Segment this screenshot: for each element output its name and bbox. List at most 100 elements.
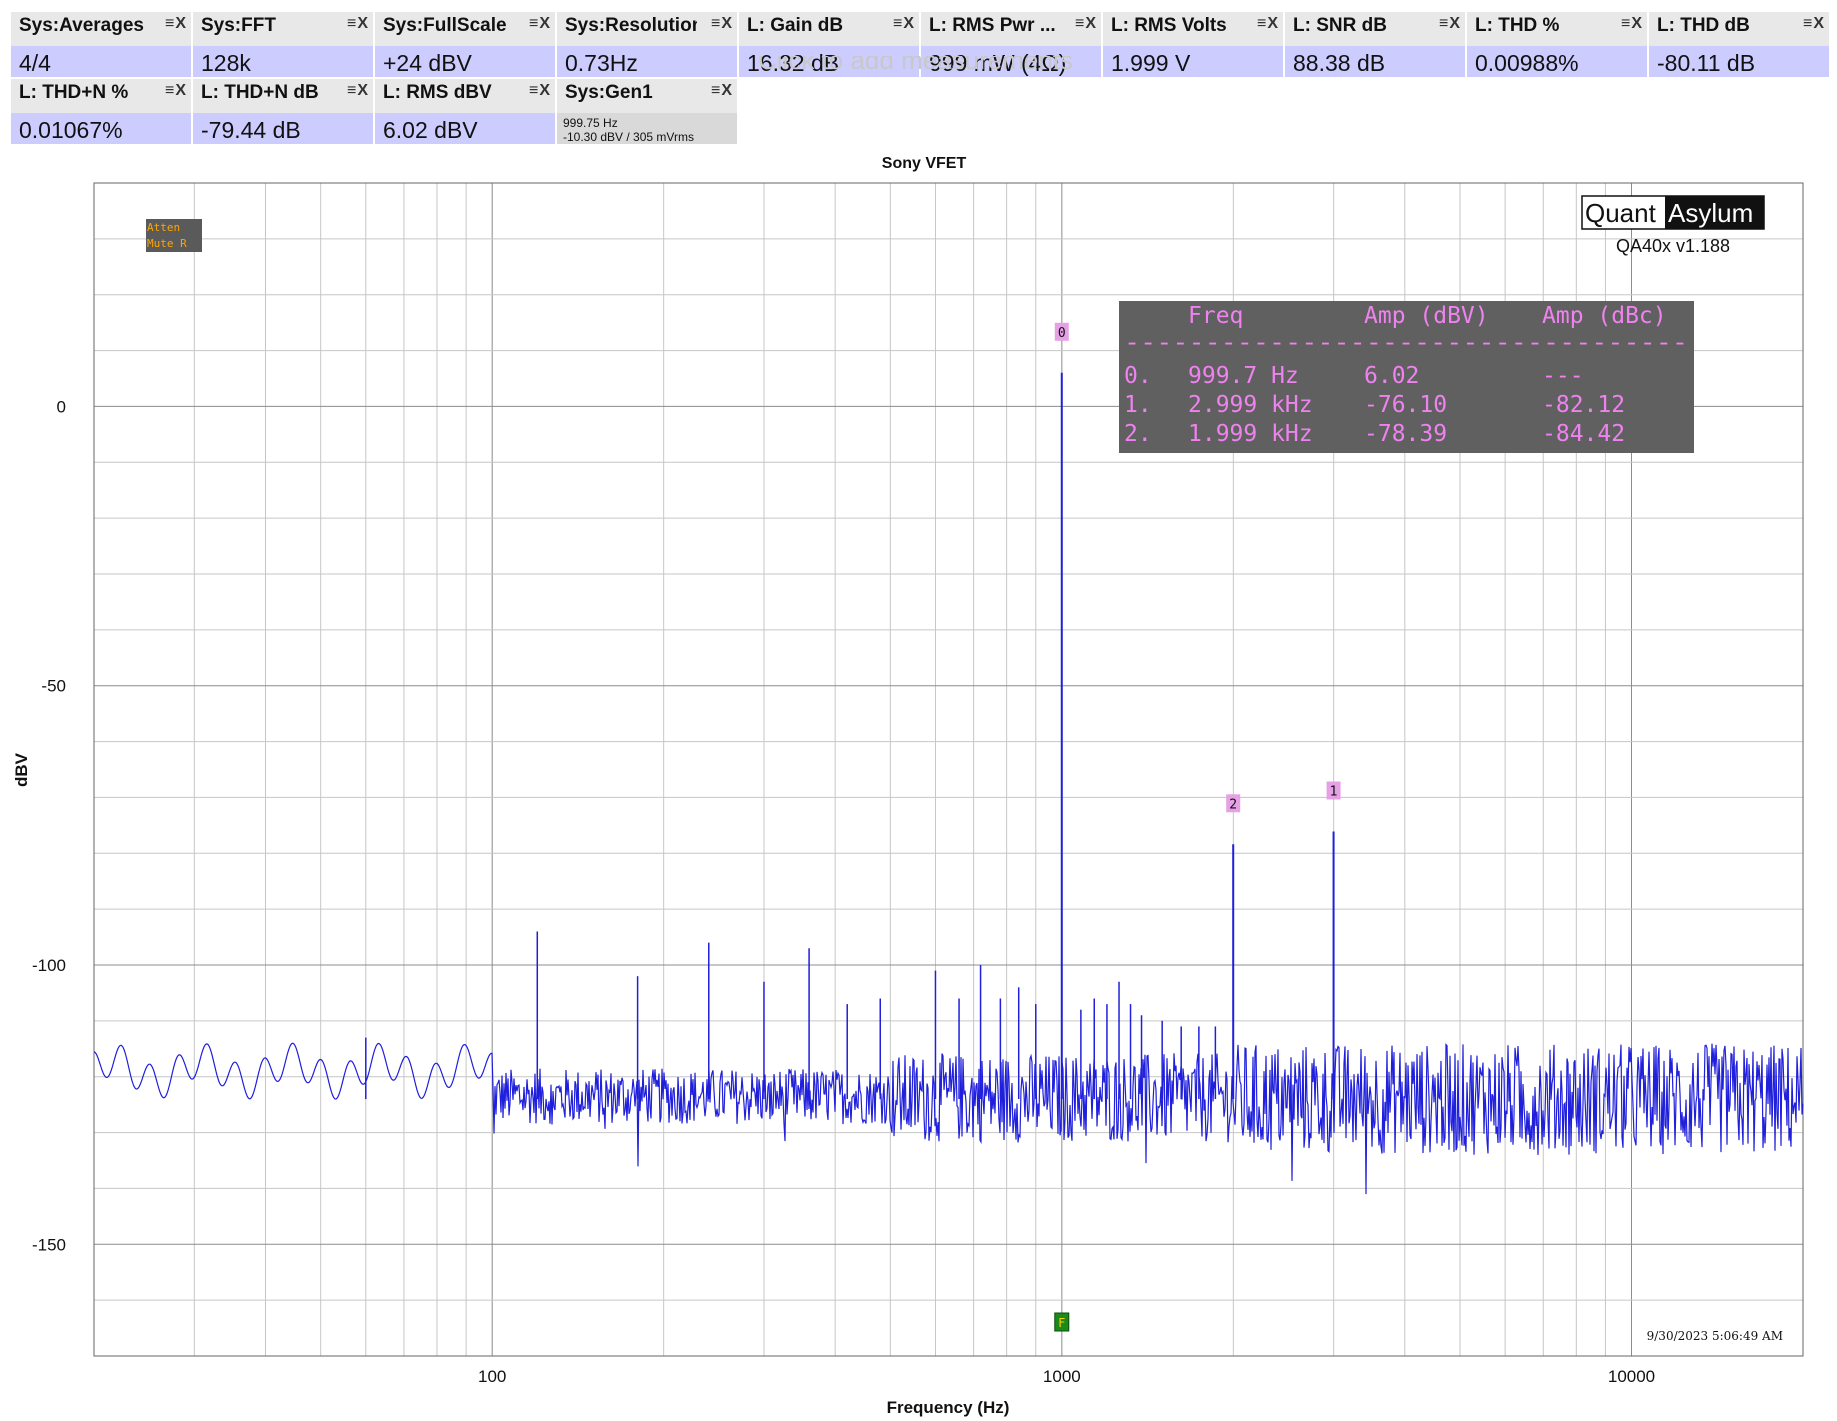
- measurement-tile[interactable]: Sys:FFT ≡X 128k: [193, 12, 373, 77]
- tile-header: Sys:Averages ≡X: [11, 12, 191, 46]
- gen-frequency: 999.75 Hz: [563, 116, 618, 130]
- tile-name: Sys:Gen1: [565, 82, 653, 103]
- peak-marker-box: [1054, 322, 1069, 341]
- measurement-tile[interactable]: Sys:Gen1 ≡X 999.75 Hz -10.30 dBV / 305 mVrm…: [557, 79, 737, 144]
- x-tick-label: 10000: [1608, 1367, 1655, 1386]
- gen-level: -10.30 dBV / 305 mVrms: [563, 130, 694, 144]
- tile-value: 88.38 dB: [1285, 46, 1465, 77]
- measurement-tile[interactable]: Sys:FullScale ≡X +24 dBV: [375, 12, 555, 77]
- tile-menu-close-icon[interactable]: ≡X: [710, 15, 733, 32]
- tile-menu-close-icon[interactable]: ≡X: [1620, 15, 1643, 32]
- peak-table-rows: 0. 999.7 Hz 6.02 --- 1. 2.999 kHz -76.10 -82.12…: [1124, 363, 1625, 447]
- peak-marker-label: 2: [1229, 797, 1237, 812]
- x-tick-label: 100: [478, 1367, 506, 1386]
- quantasylum-logo: Quant Asylum QA40x v1.188: [1581, 195, 1765, 256]
- tile-value-text: 0.01067%: [19, 117, 123, 143]
- tile-value-text: 128k: [201, 50, 251, 76]
- measurement-tile[interactable]: L: THD+N dB ≡X -79.44 dB: [193, 79, 373, 144]
- peak-table-cell-idx: 1.: [1124, 392, 1152, 418]
- status-mute: Mute R: [147, 237, 187, 250]
- tile-value: 4/4: [11, 46, 191, 77]
- tile-value-text: +24 dBV: [383, 50, 472, 76]
- tile-value-text: 0.73Hz: [565, 50, 638, 76]
- tile-name: L: THD+N dB: [201, 82, 319, 103]
- tile-name: L: SNR dB: [1293, 15, 1387, 36]
- peak-table-cell-idx: 0.: [1124, 363, 1152, 389]
- tile-menu-close-icon[interactable]: ≡X: [1256, 15, 1279, 32]
- tile-menu-close-icon[interactable]: ≡X: [1074, 15, 1097, 32]
- measurement-tile[interactable]: L: THD+N % ≡X 0.01067%: [11, 79, 191, 144]
- measurement-tile[interactable]: L: RMS dBV ≡X 6.02 dBV: [375, 79, 555, 144]
- peak-table-header-dbc: Amp (dBc): [1542, 303, 1667, 329]
- tile-menu-close-icon[interactable]: ≡X: [164, 82, 187, 99]
- tile-menu-close-icon[interactable]: ≡X: [346, 15, 369, 32]
- peak-table: Freq Amp (dBV) Amp (dBc) ---------------…: [1119, 301, 1694, 453]
- peak-marker-box: [1226, 794, 1241, 813]
- measurement-tile[interactable]: L: Gain dB ≡X 16.32 dB: [739, 12, 919, 77]
- measurement-tile[interactable]: L: SNR dB ≡X 88.38 dB: [1285, 12, 1465, 77]
- y-tick-label: -150: [32, 1235, 66, 1254]
- measurement-tile[interactable]: L: RMS Pwr ... ≡X 999 mW (4Ω): [921, 12, 1101, 77]
- tile-menu-close-icon[interactable]: ≡X: [892, 15, 915, 32]
- tile-value: 16.32 dB: [739, 46, 919, 77]
- x-tick-label: 1000: [1043, 1367, 1081, 1386]
- tile-header: L: THD % ≡X: [1467, 12, 1647, 46]
- measurement-tile[interactable]: L: THD % ≡X 0.00988%: [1467, 12, 1647, 77]
- tile-header: L: SNR dB ≡X: [1285, 12, 1465, 46]
- fft-chart: Sony VFET Frequency (Hz) dBV 100 1000 1000…: [12, 155, 1804, 1417]
- tile-header: L: RMS Pwr ... ≡X: [921, 12, 1101, 46]
- peak-table-cell-amp-dbc: -84.42: [1542, 421, 1625, 447]
- logo-quant: Quant: [1585, 198, 1657, 228]
- tile-header: L: THD+N % ≡X: [11, 79, 191, 113]
- spectrum-trace: [93, 1042, 1804, 1195]
- tile-value: -79.44 dB: [193, 113, 373, 144]
- chart-title: Sony VFET: [882, 155, 967, 172]
- tile-value: 0.01067%: [11, 113, 191, 144]
- peak-table-cell-freq: 999.7 Hz: [1188, 363, 1299, 389]
- logo-asylum: Asylum: [1668, 198, 1753, 228]
- tile-header: L: THD dB ≡X: [1649, 12, 1829, 46]
- tile-menu-close-icon[interactable]: ≡X: [710, 82, 733, 99]
- peak-table-cell-amp-dbc: ---: [1542, 363, 1584, 389]
- tile-value: 1.999 V: [1103, 46, 1283, 77]
- tile-menu-close-icon[interactable]: ≡X: [164, 15, 187, 32]
- tile-value: 999.75 Hz -10.30 dBV / 305 mVrms: [557, 113, 737, 144]
- peak-table-cell-amp-dbc: -82.12: [1542, 392, 1625, 418]
- fundamental-marker-box: [1054, 1312, 1070, 1332]
- click-to-add-hint[interactable]: Click to add measurements: [758, 56, 1074, 72]
- tile-name: Sys:FullScale: [383, 15, 507, 36]
- tile-menu-close-icon[interactable]: ≡X: [1802, 15, 1825, 32]
- tile-menu-close-icon[interactable]: ≡X: [528, 82, 551, 99]
- peak-table-cell-freq: 1.999 kHz: [1188, 421, 1313, 447]
- status-box: Atten Mute R: [146, 219, 202, 252]
- tile-value: 999 mW (4Ω): [921, 46, 1101, 77]
- tile-value-text: 999 mW (4Ω): [929, 50, 1067, 76]
- tile-menu-close-icon[interactable]: ≡X: [528, 15, 551, 32]
- tile-name: L: RMS Pwr ...: [929, 15, 1056, 36]
- tile-value-text: 88.38 dB: [1293, 50, 1386, 76]
- peak-marker-box: [1326, 781, 1341, 800]
- tile-header: Sys:Resolution ≡X: [557, 12, 737, 46]
- tile-name: L: THD+N %: [19, 82, 129, 103]
- measurement-tile[interactable]: L: THD dB ≡X -80.11 dB: [1649, 12, 1829, 77]
- peak-table-cell-amp-dbv: -78.39: [1364, 421, 1447, 447]
- peak-markers: 0 1 2 F: [1054, 322, 1341, 1332]
- measurement-tiles: Sys:Averages ≡X 4/4 Sys:FFT ≡X 128k Sys:FullSc…: [0, 0, 1837, 150]
- peak-table-separator: -----------------------------------: [1124, 330, 1688, 356]
- tile-header: L: Gain dB ≡X: [739, 12, 919, 46]
- tile-value: -80.11 dB: [1649, 46, 1829, 77]
- axis-ticks: 100 1000 10000 0 -50 -100 -150: [32, 397, 1655, 1386]
- tile-menu-close-icon[interactable]: ≡X: [1438, 15, 1461, 32]
- peak-table-cell-amp-dbv: 6.02: [1364, 363, 1419, 389]
- tile-header: L: RMS dBV ≡X: [375, 79, 555, 113]
- measurement-tile[interactable]: Sys:Averages ≡X 4/4: [11, 12, 191, 77]
- tile-value-text: -80.11 dB: [1657, 50, 1756, 76]
- tile-header: Sys:Gen1 ≡X: [557, 79, 737, 113]
- measurement-tile[interactable]: L: RMS Volts ≡X 1.999 V: [1103, 12, 1283, 77]
- tile-header: Sys:FullScale ≡X: [375, 12, 555, 46]
- peak-table-cell-freq: 2.999 kHz: [1188, 392, 1313, 418]
- tile-value: 128k: [193, 46, 373, 77]
- tile-menu-close-icon[interactable]: ≡X: [346, 82, 369, 99]
- measurement-tile[interactable]: Sys:Resolution ≡X 0.73Hz: [557, 12, 737, 77]
- y-tick-label: -50: [41, 677, 66, 696]
